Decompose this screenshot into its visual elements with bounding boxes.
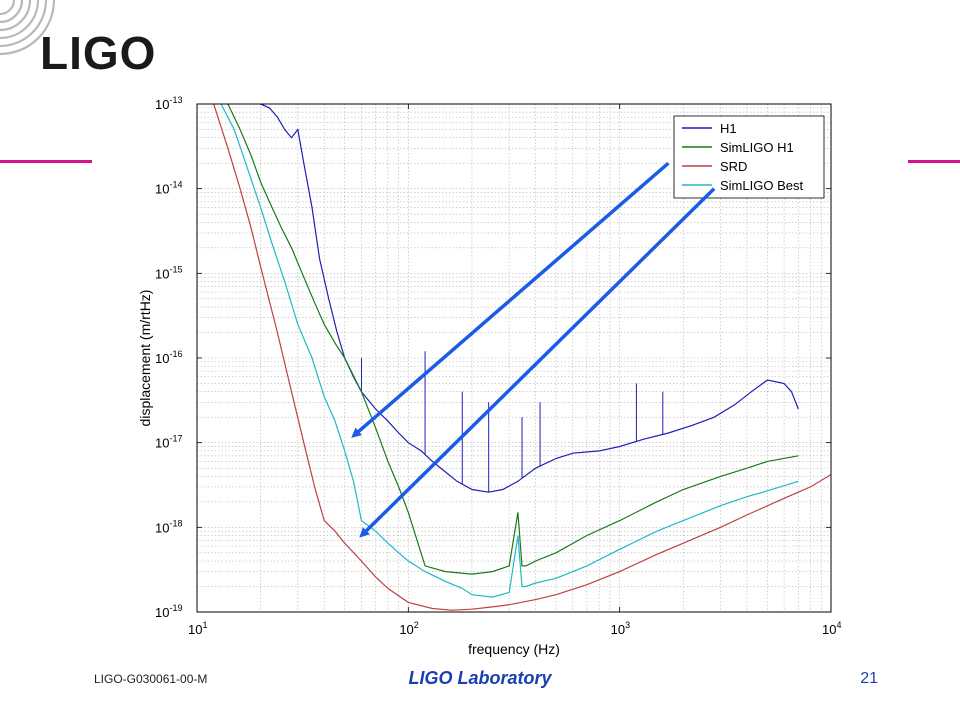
accent-rule-left	[0, 160, 92, 163]
series-line-simligo-best	[220, 104, 799, 598]
y-tick-label: 10-18	[155, 518, 182, 535]
series-line-h1	[259, 104, 799, 493]
y-tick-label: 10-14	[155, 180, 182, 197]
x-tick-label: 104	[822, 620, 841, 637]
x-axis-label: frequency (Hz)	[468, 641, 560, 657]
ligo-logo: LIGO	[0, 0, 160, 80]
y-tick-label: 10-15	[155, 264, 182, 281]
legend-label: SRD	[720, 159, 747, 174]
y-axis-label: displacement (m/rtHz)	[137, 290, 153, 427]
x-tick-label: 101	[188, 620, 207, 637]
plot-frame	[196, 103, 832, 613]
series-line-simligo-h1	[227, 104, 799, 575]
logo-text: LIGO	[40, 27, 157, 79]
accent-rule-right	[908, 160, 960, 163]
logo-arcs-icon	[0, 0, 56, 56]
footer-lab-name: LIGO Laboratory	[408, 668, 552, 688]
footer-document-id: LIGO-G030061-00-M	[94, 672, 208, 686]
series-line-srd	[213, 104, 831, 611]
legend: H1 SimLIGO H1 SRD SimLIGO Best	[673, 115, 825, 199]
x-tick-label: 103	[611, 620, 630, 637]
y-tick-label: 10-16	[155, 349, 182, 366]
legend-label: H1	[720, 121, 737, 136]
legend-label: SimLIGO H1	[720, 140, 794, 155]
y-tick-label: 10-13	[155, 95, 182, 112]
legend-label: SimLIGO Best	[720, 178, 803, 193]
x-tick-label: 102	[399, 620, 418, 637]
grid	[197, 104, 831, 612]
y-tick-label: 10-17	[155, 434, 182, 451]
annotation-arrow-2	[359, 187, 716, 538]
annotation-arrow-1	[351, 161, 670, 438]
y-tick-label: 10-19	[155, 603, 182, 620]
footer-page-number: 21	[860, 670, 878, 687]
